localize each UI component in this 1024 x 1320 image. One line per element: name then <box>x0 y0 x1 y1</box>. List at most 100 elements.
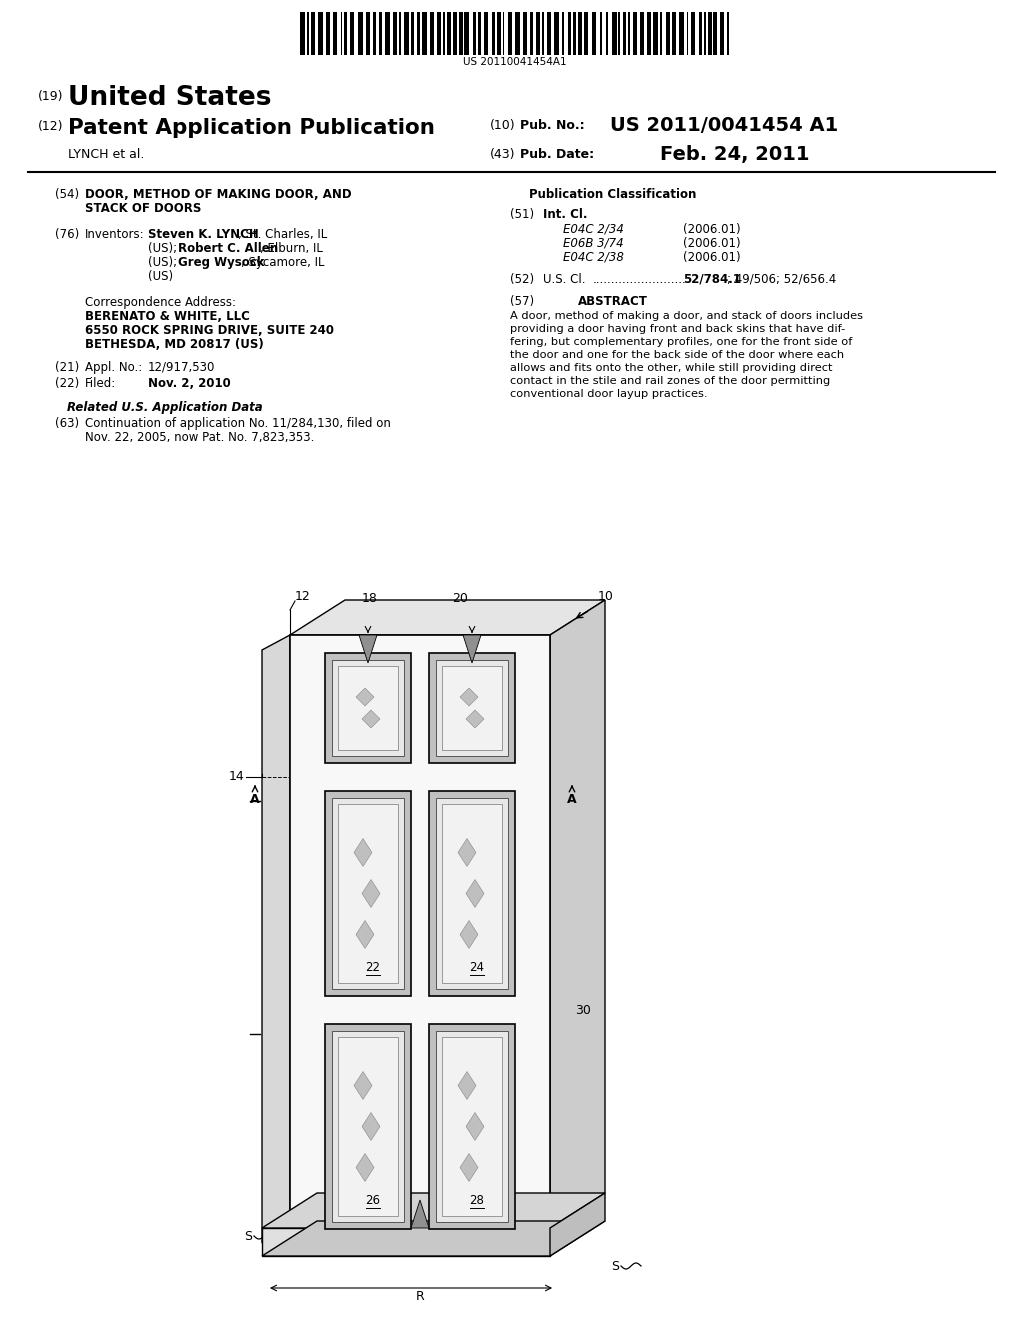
Bar <box>399 12 401 55</box>
Bar <box>660 12 663 55</box>
Bar <box>341 12 342 55</box>
Text: A: A <box>250 793 260 807</box>
Bar <box>633 12 637 55</box>
Bar <box>492 12 495 55</box>
Bar <box>548 12 551 55</box>
Bar <box>338 804 398 983</box>
Bar <box>300 12 305 55</box>
Text: (US);: (US); <box>148 256 181 269</box>
Text: (19): (19) <box>38 90 63 103</box>
Bar <box>472 12 476 55</box>
Bar <box>338 667 398 750</box>
Text: Nov. 22, 2005, now Pat. No. 7,823,353.: Nov. 22, 2005, now Pat. No. 7,823,353. <box>85 432 314 444</box>
Bar <box>459 12 463 55</box>
Text: ..........................: .......................... <box>593 273 690 286</box>
Text: E06B 3/74: E06B 3/74 <box>563 238 624 249</box>
Bar <box>647 12 651 55</box>
Text: (US);: (US); <box>148 242 181 255</box>
Text: S: S <box>244 1229 252 1242</box>
Text: (76): (76) <box>55 228 79 242</box>
Polygon shape <box>362 1113 380 1140</box>
Text: (2006.01): (2006.01) <box>683 251 740 264</box>
Bar <box>618 12 621 55</box>
Bar <box>447 12 451 55</box>
Text: (10): (10) <box>490 119 516 132</box>
Text: 18: 18 <box>362 591 378 605</box>
Bar <box>437 12 441 55</box>
Bar <box>436 799 508 989</box>
Bar <box>515 12 520 55</box>
Bar <box>721 12 724 55</box>
Bar <box>640 12 644 55</box>
Text: (2006.01): (2006.01) <box>683 223 740 236</box>
Text: Feb. 24, 2011: Feb. 24, 2011 <box>660 145 810 164</box>
Text: A door, method of making a door, and stack of doors includes: A door, method of making a door, and sta… <box>510 312 863 321</box>
Text: E04C 2/38: E04C 2/38 <box>563 251 624 264</box>
Text: DOOR, METHOD OF MAKING DOOR, AND: DOOR, METHOD OF MAKING DOOR, AND <box>85 187 351 201</box>
Bar <box>578 12 582 55</box>
Bar <box>679 12 684 55</box>
Polygon shape <box>458 838 476 866</box>
Text: (51): (51) <box>510 209 535 220</box>
Text: S: S <box>611 1259 618 1272</box>
Text: , Sycamore, IL: , Sycamore, IL <box>241 256 325 269</box>
Bar <box>653 12 657 55</box>
Polygon shape <box>411 1200 429 1228</box>
Text: 12: 12 <box>295 590 310 602</box>
Bar <box>562 12 564 55</box>
Bar <box>404 12 410 55</box>
Text: Filed:: Filed: <box>85 378 117 389</box>
Polygon shape <box>460 688 478 706</box>
Text: (US): (US) <box>148 271 173 282</box>
Bar <box>373 12 377 55</box>
Bar <box>379 12 382 55</box>
Bar <box>508 12 512 55</box>
Bar <box>537 12 540 55</box>
Text: Patent Application Publication: Patent Application Publication <box>68 117 435 139</box>
Polygon shape <box>460 920 478 949</box>
Bar <box>465 12 469 55</box>
Bar <box>687 12 688 55</box>
Text: ABSTRACT: ABSTRACT <box>579 294 648 308</box>
Bar <box>338 1038 398 1216</box>
Text: 28: 28 <box>470 1195 484 1206</box>
Text: Correspondence Address:: Correspondence Address: <box>85 296 236 309</box>
Text: (22): (22) <box>55 378 79 389</box>
Bar <box>332 799 404 989</box>
Polygon shape <box>362 879 380 908</box>
Bar <box>612 12 616 55</box>
Bar <box>713 12 717 55</box>
Bar <box>325 791 411 997</box>
Bar <box>436 660 508 756</box>
Bar <box>666 12 670 55</box>
Bar <box>623 12 627 55</box>
Polygon shape <box>458 1072 476 1100</box>
Text: 22: 22 <box>366 961 381 974</box>
Bar <box>326 12 330 55</box>
Text: 14: 14 <box>228 771 244 784</box>
Text: (43): (43) <box>490 148 515 161</box>
Text: (57): (57) <box>510 294 535 308</box>
Bar <box>442 804 502 983</box>
Text: Appl. No.:: Appl. No.: <box>85 360 142 374</box>
Bar <box>454 12 458 55</box>
Bar <box>483 12 488 55</box>
Bar <box>311 12 314 55</box>
Text: Inventors:: Inventors: <box>85 228 144 242</box>
Text: U.S. Cl.: U.S. Cl. <box>543 273 586 286</box>
Text: (2006.01): (2006.01) <box>683 238 740 249</box>
Text: LYNCH et al.: LYNCH et al. <box>68 148 144 161</box>
Bar <box>422 12 427 55</box>
Text: ; 49/506; 52/656.4: ; 49/506; 52/656.4 <box>727 273 837 286</box>
Polygon shape <box>466 710 484 729</box>
Polygon shape <box>354 1072 372 1100</box>
Bar <box>290 635 550 1228</box>
Text: US 2011/0041454 A1: US 2011/0041454 A1 <box>610 116 839 135</box>
Text: United States: United States <box>68 84 271 111</box>
Text: BETHESDA, MD 20817 (US): BETHESDA, MD 20817 (US) <box>85 338 264 351</box>
Text: US 20110041454A1: US 20110041454A1 <box>463 57 567 67</box>
Polygon shape <box>356 920 374 949</box>
Polygon shape <box>550 601 605 1228</box>
Bar <box>367 12 370 55</box>
Bar <box>523 12 527 55</box>
